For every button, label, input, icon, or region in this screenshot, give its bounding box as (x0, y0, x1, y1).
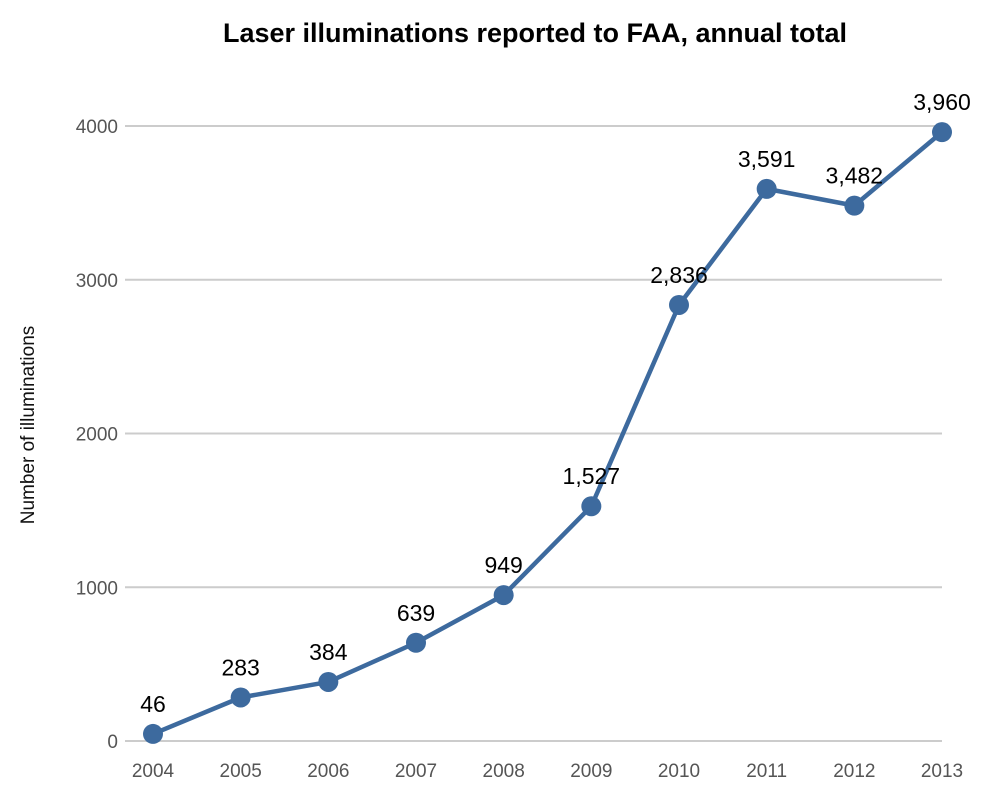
data-label: 1,527 (563, 463, 621, 489)
data-label: 283 (221, 654, 259, 680)
x-tick-label: 2006 (307, 761, 349, 782)
y-axis-label: Number of illuminations (18, 326, 39, 525)
data-label: 3,960 (913, 89, 971, 115)
data-label: 3,591 (738, 146, 796, 172)
y-tick-label: 2000 (76, 425, 118, 446)
data-point (669, 294, 689, 315)
data-point (143, 723, 163, 744)
data-point (756, 178, 777, 199)
data-point (844, 195, 865, 216)
data-point (318, 671, 339, 692)
data-label: 2,836 (650, 262, 708, 288)
x-tick-label: 2009 (570, 761, 612, 782)
data-label: 3,482 (826, 163, 884, 189)
data-label: 949 (484, 552, 522, 578)
data-label: 46 (140, 691, 166, 717)
y-tick-label: 3000 (76, 271, 118, 292)
x-tick-label: 2004 (132, 761, 175, 782)
data-point (230, 687, 251, 708)
data-point (406, 632, 426, 653)
data-label: 384 (309, 639, 348, 665)
x-tick-label: 2007 (395, 761, 437, 782)
x-tick-label: 2012 (833, 761, 875, 782)
series-line (152, 130, 944, 737)
y-tick-label: 4000 (76, 117, 118, 138)
y-tick-label: 1000 (76, 578, 118, 599)
x-tick-label: 2013 (921, 761, 963, 782)
data-point (932, 122, 952, 143)
data-point (493, 585, 514, 606)
data-point (581, 496, 602, 517)
data-label: 639 (397, 600, 435, 626)
x-tick-label: 2008 (483, 761, 525, 782)
chart-title: Laser illuminations reported to FAA, ann… (223, 18, 847, 48)
y-tick-label: 0 (107, 732, 118, 753)
x-tick-label: 2010 (658, 761, 700, 782)
x-tick-label: 2005 (220, 761, 262, 782)
x-tick-label: 2011 (746, 761, 787, 782)
